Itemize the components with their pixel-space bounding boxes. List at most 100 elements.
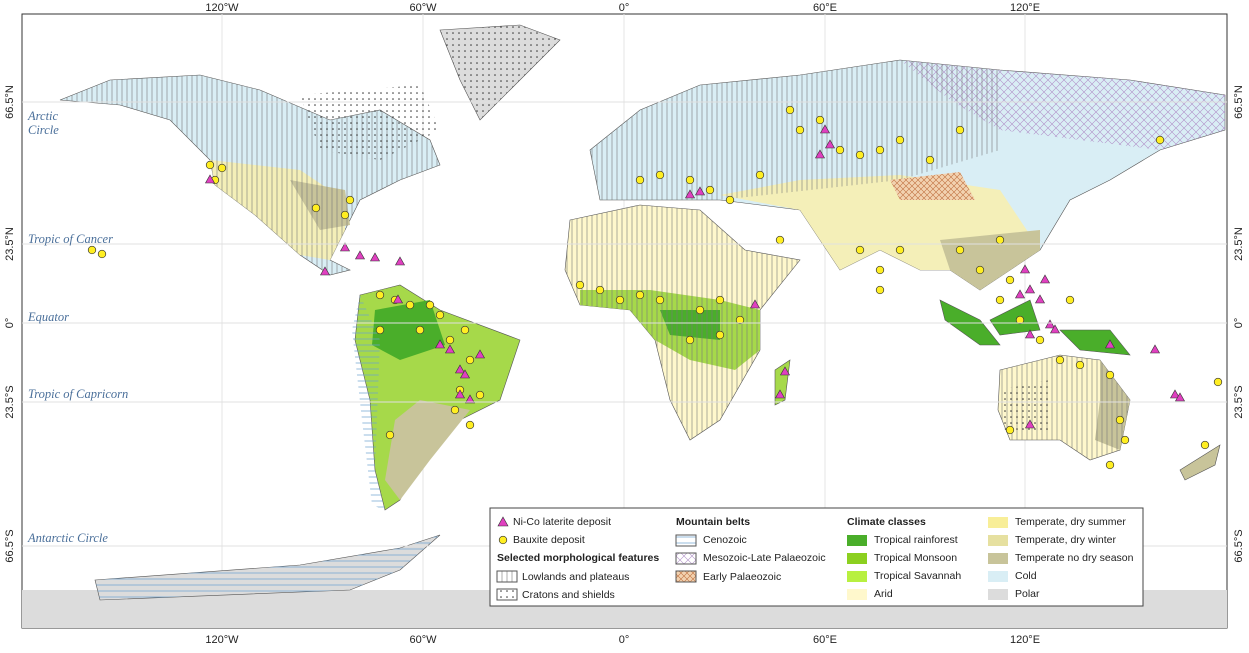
bauxite-marker: [715, 295, 725, 305]
bauxite-marker: [895, 245, 905, 255]
bauxite-marker: [345, 195, 355, 205]
ni-co-marker: [819, 124, 831, 134]
lat-label: 23.5°N: [4, 227, 16, 261]
bauxite-marker: [445, 335, 455, 345]
bauxite-marker: [375, 290, 385, 300]
climate-swatch: [988, 553, 1008, 564]
ni-co-marker: [339, 242, 351, 252]
climate-swatch: [847, 571, 867, 582]
bauxite-marker: [405, 300, 415, 310]
climate-swatch: [988, 589, 1008, 600]
ni-co-marker: [774, 389, 786, 399]
circle-label: Antarctic Circle: [27, 531, 108, 545]
bauxite-marker: [615, 295, 625, 305]
bauxite-marker: [217, 163, 227, 173]
bauxite-marker: [1213, 377, 1223, 387]
bauxite-marker: [685, 175, 695, 185]
lat-label: 0°: [4, 318, 16, 329]
bauxite-marker: [575, 280, 585, 290]
ni-co-marker: [474, 349, 486, 359]
lat-label: 66.5°S: [1233, 529, 1245, 562]
ni-co-marker: [1024, 419, 1036, 429]
ni-co-marker: [369, 252, 381, 262]
ni-co-marker: [464, 394, 476, 404]
ni-co-marker: [454, 364, 466, 374]
lat-label: 66.5°N: [4, 85, 16, 119]
bauxite-marker: [1055, 355, 1065, 365]
legend-entry: Cold: [1015, 570, 1037, 582]
bauxite-marker: [1075, 360, 1085, 370]
ni-co-marker: [392, 294, 404, 304]
ni-co-marker: [694, 186, 706, 196]
bauxite-marker: [450, 405, 460, 415]
bauxite-marker: [835, 145, 845, 155]
lon-label: 120°E: [1010, 2, 1040, 14]
legend-entry: Mesozoic-Late Palaeozoic: [703, 552, 826, 564]
bauxite-marker: [735, 315, 745, 325]
bauxite-marker: [655, 295, 665, 305]
deposits: [87, 105, 1223, 470]
ni-co-marker: [684, 189, 696, 199]
bauxite-marker: [465, 420, 475, 430]
ni-co-marker: [1104, 339, 1116, 349]
bauxite-marker: [655, 170, 665, 180]
lat-label: 66.5°S: [4, 529, 16, 562]
bauxite-marker: [460, 325, 470, 335]
ni-co-marker: [444, 344, 456, 354]
legend-heading: Climate classes: [847, 516, 926, 528]
lon-label: 60°E: [813, 634, 837, 646]
legend-entry: Early Palaeozoic: [703, 571, 781, 583]
ni-co-marker: [1024, 284, 1036, 294]
ni-co-marker: [779, 366, 791, 376]
lon-label: 120°W: [205, 2, 239, 14]
bauxite-marker: [205, 160, 215, 170]
lat-label: 66.5°N: [1233, 85, 1245, 119]
legend-entry: Polar: [1015, 588, 1040, 600]
circle-label: Tropic of Capricorn: [28, 387, 128, 401]
lat-label: 23.5°N: [1233, 227, 1245, 261]
lon-label: 120°E: [1010, 634, 1040, 646]
ni-co-marker: [319, 266, 331, 276]
bauxite-marker: [311, 203, 321, 213]
bauxite-marker: [1005, 275, 1015, 285]
bauxite-marker: [635, 290, 645, 300]
climate-legend: Tropical rainforest Tropical Monsoon Tropi…: [847, 516, 1134, 600]
legend-entry: Temperate no dry season: [1015, 552, 1134, 564]
legend-heading: Mountain belts: [676, 516, 750, 528]
ni-co-marker: [1149, 344, 1161, 354]
legend-entry: Lowlands and plateaus: [522, 571, 629, 583]
bauxite-marker: [725, 195, 735, 205]
land: [22, 24, 1227, 628]
bauxite-marker: [795, 125, 805, 135]
lat-label: 23.5°S: [1233, 385, 1245, 418]
climate-swatch: [988, 571, 1008, 582]
legend-entry: Arid: [874, 588, 893, 600]
bauxite-marker: [1035, 335, 1045, 345]
legend-entry: Tropical Savannah: [874, 570, 961, 582]
legend-entry: Tropical rainforest: [874, 534, 958, 546]
ni-co-marker: [1174, 392, 1186, 402]
lon-label: 120°W: [205, 634, 239, 646]
climate-swatch: [988, 517, 1008, 528]
bauxite-marker: [705, 185, 715, 195]
bauxite-marker: [375, 325, 385, 335]
bauxite-marker: [775, 235, 785, 245]
bauxite-marker: [435, 310, 445, 320]
bauxite-marker: [1105, 460, 1115, 470]
ni-co-marker: [354, 250, 366, 260]
climate-swatch: [847, 553, 867, 564]
bauxite-marker: [595, 285, 605, 295]
bauxite-marker: [895, 135, 905, 145]
bauxite-marker: [385, 430, 395, 440]
bauxite-marker: [1015, 315, 1025, 325]
ni-co-marker: [434, 339, 446, 349]
legend-entry: Cratons and shields: [522, 589, 615, 601]
legend-heading: Selected morphological features: [497, 552, 659, 564]
bauxite-marker: [955, 245, 965, 255]
legend-entry: Temperate, dry summer: [1015, 516, 1126, 528]
ni-co-marker: [1019, 264, 1031, 274]
bauxite-marker: [340, 210, 350, 220]
legend-entry: Temperate, dry winter: [1015, 534, 1116, 546]
ni-co-marker: [1169, 389, 1181, 399]
